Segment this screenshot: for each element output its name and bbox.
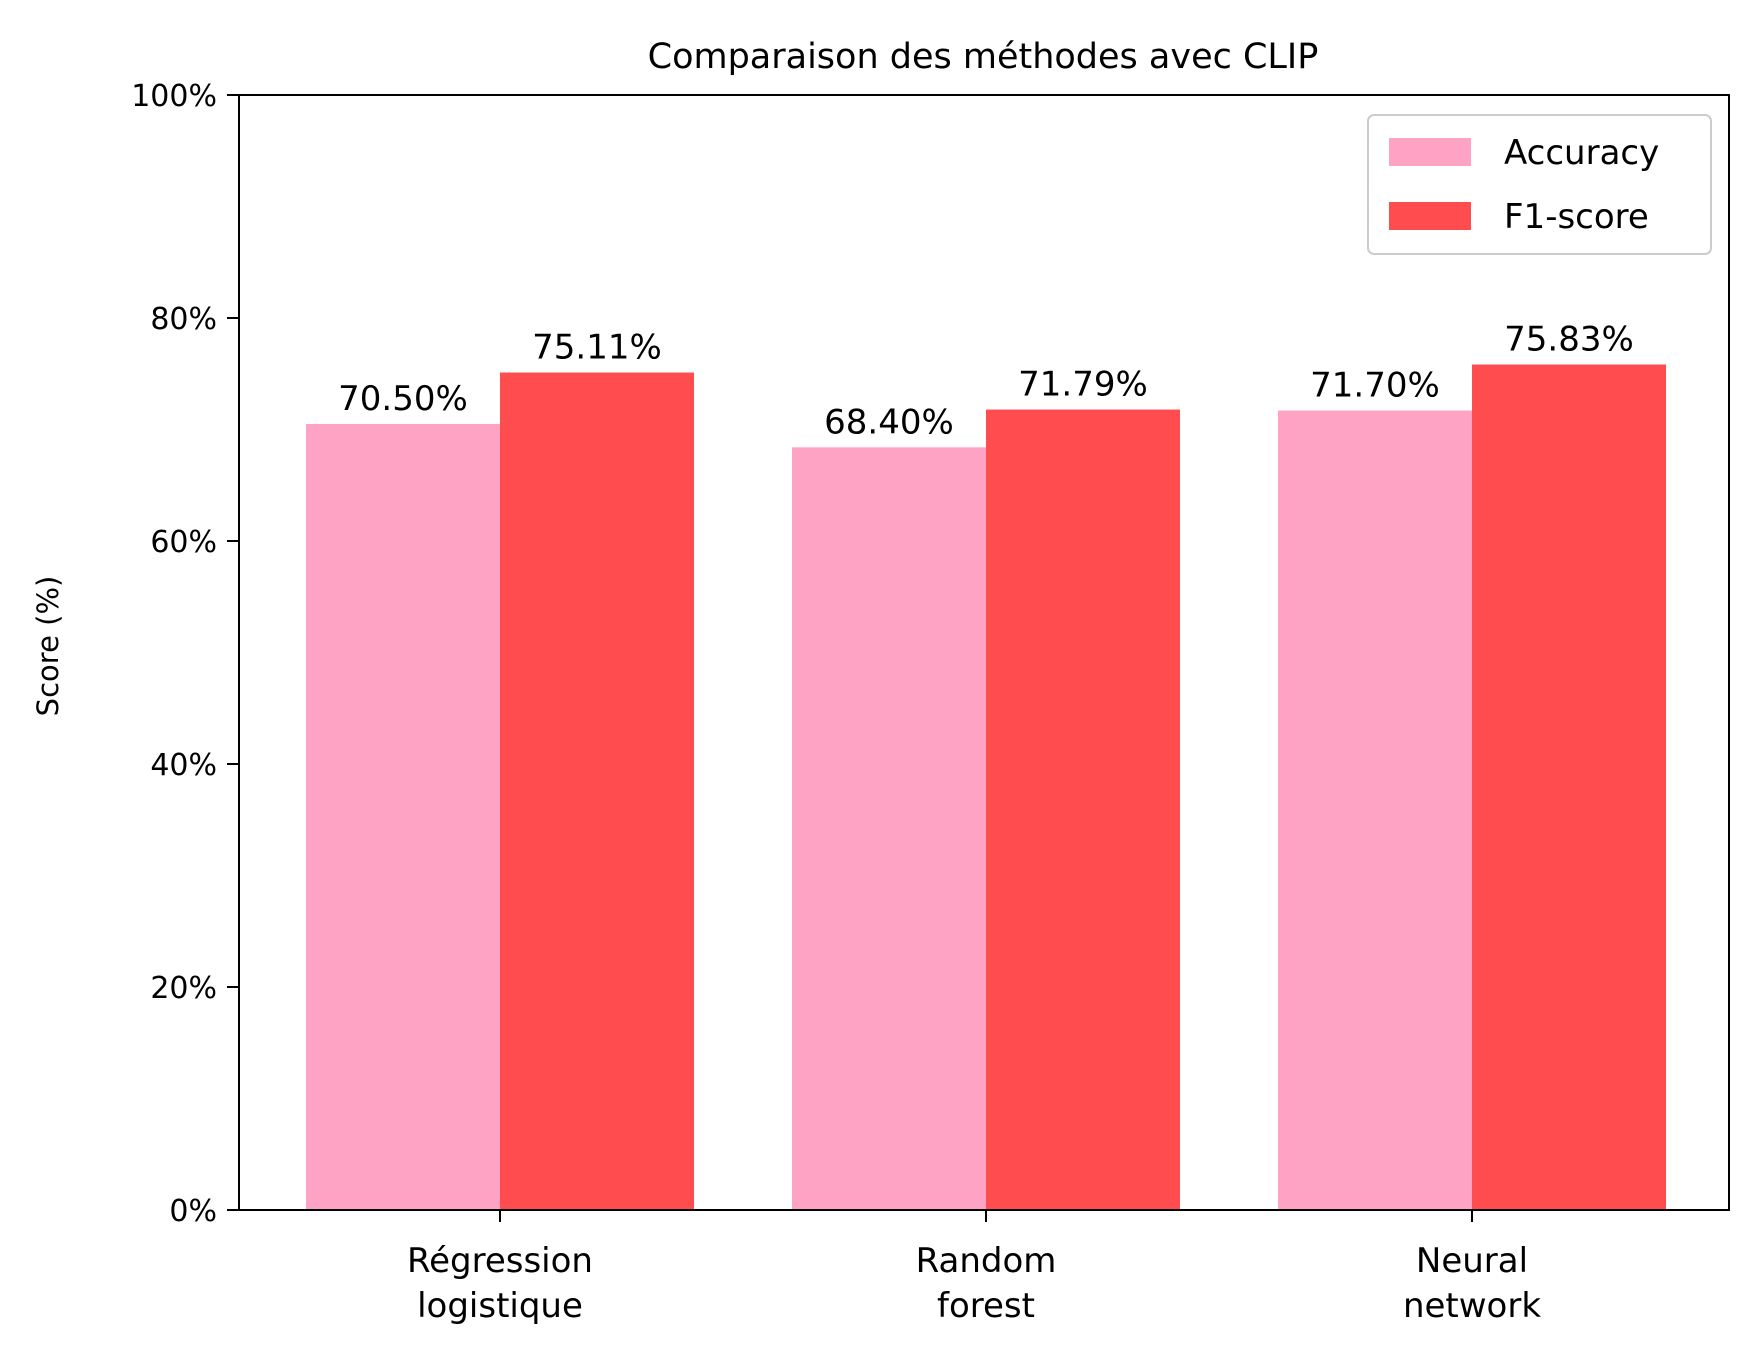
y-tick-label: 0%	[169, 1194, 217, 1229]
y-axis-label: Score (%)	[31, 576, 65, 717]
bar-accuracy-0	[306, 423, 500, 1210]
legend-label-f1-score: F1-score	[1504, 197, 1649, 237]
y-tick-label: 100%	[131, 79, 217, 114]
x-tick-label: Random forest	[916, 1241, 1057, 1326]
bar-accuracy-2	[1278, 410, 1472, 1210]
x-axis: Régression logistique Random forest Neural ne…	[407, 1210, 1541, 1326]
legend-swatch-f1-score	[1389, 202, 1471, 230]
bar-accuracy-1	[792, 447, 986, 1211]
y-axis: 0% 20% 40% 60% 80% 100%	[131, 79, 239, 1229]
data-label-f1-score-2: 75.83%	[1504, 319, 1634, 359]
bar-labels-group: 70.50% 68.40% 71.70% 75.11% 71.79% 75.83%	[338, 319, 1634, 442]
data-label-accuracy-2: 71.70%	[1310, 366, 1440, 406]
x-tick-label: Neural network	[1403, 1241, 1541, 1326]
data-label-accuracy-0: 70.50%	[338, 379, 468, 419]
y-tick-label: 60%	[150, 525, 217, 560]
bars-group	[306, 364, 1666, 1211]
legend-label-accuracy: Accuracy	[1504, 133, 1659, 173]
data-label-f1-score-0: 75.11%	[532, 328, 662, 368]
bar-f1-score-1	[986, 409, 1180, 1210]
bar-f1-score-2	[1472, 364, 1666, 1211]
chart-title: Comparaison des méthodes avec CLIP	[648, 37, 1319, 77]
y-tick-label: 80%	[150, 302, 217, 337]
data-label-f1-score-1: 71.79%	[1018, 365, 1148, 405]
y-tick-label: 40%	[150, 748, 217, 783]
data-label-accuracy-1: 68.40%	[824, 402, 954, 442]
plot-frame	[238, 94, 1730, 1211]
x-tick-label: Régression logistique	[407, 1241, 593, 1326]
legend: Accuracy F1-score	[1367, 114, 1712, 255]
bar-f1-score-0	[500, 372, 694, 1210]
y-tick-label: 20%	[150, 971, 217, 1006]
legend-swatch-accuracy	[1389, 138, 1471, 166]
